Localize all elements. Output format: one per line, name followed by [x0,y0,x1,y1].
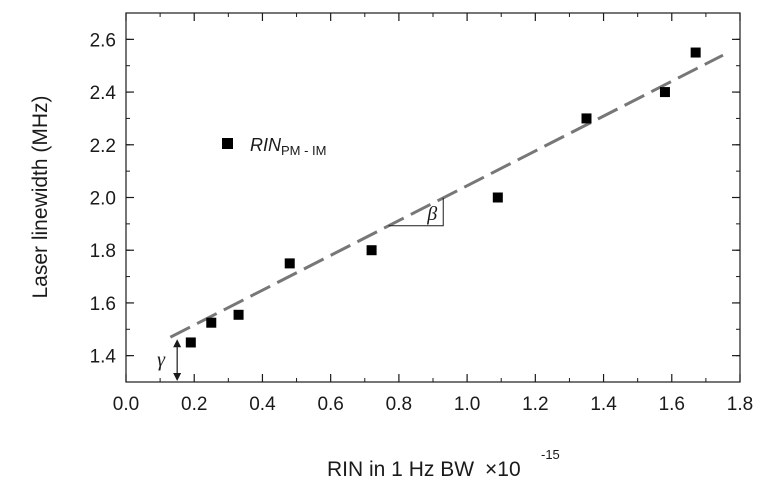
x-tick-label: 1.4 [590,394,617,415]
x-tick-label: 1.0 [454,394,480,415]
x-tick-label: 0.8 [386,394,412,415]
y-axis-title: Laser linewidth (MHz) [29,95,52,298]
beta-slope-annotation: β [388,197,444,227]
plot-frame [125,12,741,383]
plot-area-border [125,12,741,383]
data-point [206,317,217,328]
x-tick-label: 1.8 [727,394,753,415]
data-point [690,47,701,58]
y-tick-label: 1.4 [90,347,117,368]
y-axis-ticks [126,12,740,383]
x-tick-label: 0.4 [249,394,276,415]
x-axis-tick-labels: 0.0 0.2 0.4 0.6 0.8 1.0 1.2 1.4 1.6 1.8 [113,394,753,415]
x-axis-title: RIN in 1 Hz BW [327,458,474,481]
y-tick-label: 2.6 [90,30,116,51]
x-axis-title-group: RIN in 1 Hz BW ×10 -15 [327,447,560,481]
legend-marker-square [222,138,233,149]
gamma-arrow-head-top [173,339,182,348]
x-axis-ticks [125,13,741,382]
legend-label-main: RIN [250,135,282,155]
y-tick-label: 2.2 [90,136,116,157]
x-axis-multiplier-exponent: -15 [541,447,560,462]
x-tick-label: 0.0 [113,394,139,415]
fit-line [169,53,724,339]
y-tick-label: 2.0 [90,189,116,210]
data-point [492,192,503,203]
data-point [659,87,670,98]
legend: RINPM - IM [222,135,327,158]
x-axis-multiplier: ×10 [485,458,521,481]
y-tick-label: 1.6 [90,294,116,315]
data-point [581,113,592,124]
x-tick-label: 0.2 [181,394,207,415]
data-point [233,309,244,320]
legend-label: RINPM - IM [250,135,327,158]
data-point [185,337,196,348]
beta-label: β [426,203,437,225]
data-point [284,258,295,269]
gamma-arrow-head-bottom [173,373,182,381]
gamma-label: γ [157,349,166,371]
y-tick-label: 2.4 [90,83,117,104]
data-point [366,245,377,256]
x-tick-label: 0.6 [317,394,343,415]
data-points-layer [185,47,701,348]
y-tick-label: 1.8 [90,241,116,262]
x-tick-label: 1.2 [522,394,548,415]
legend-label-subscript: PM - IM [281,143,327,158]
gamma-intercept-annotation: γ [157,339,182,381]
fit-line-layer [169,53,724,339]
slope-triangle [388,197,444,227]
y-axis-tick-labels: 1.4 1.6 1.8 2.0 2.2 2.4 2.6 [90,30,117,367]
x-tick-label: 1.6 [659,394,685,415]
